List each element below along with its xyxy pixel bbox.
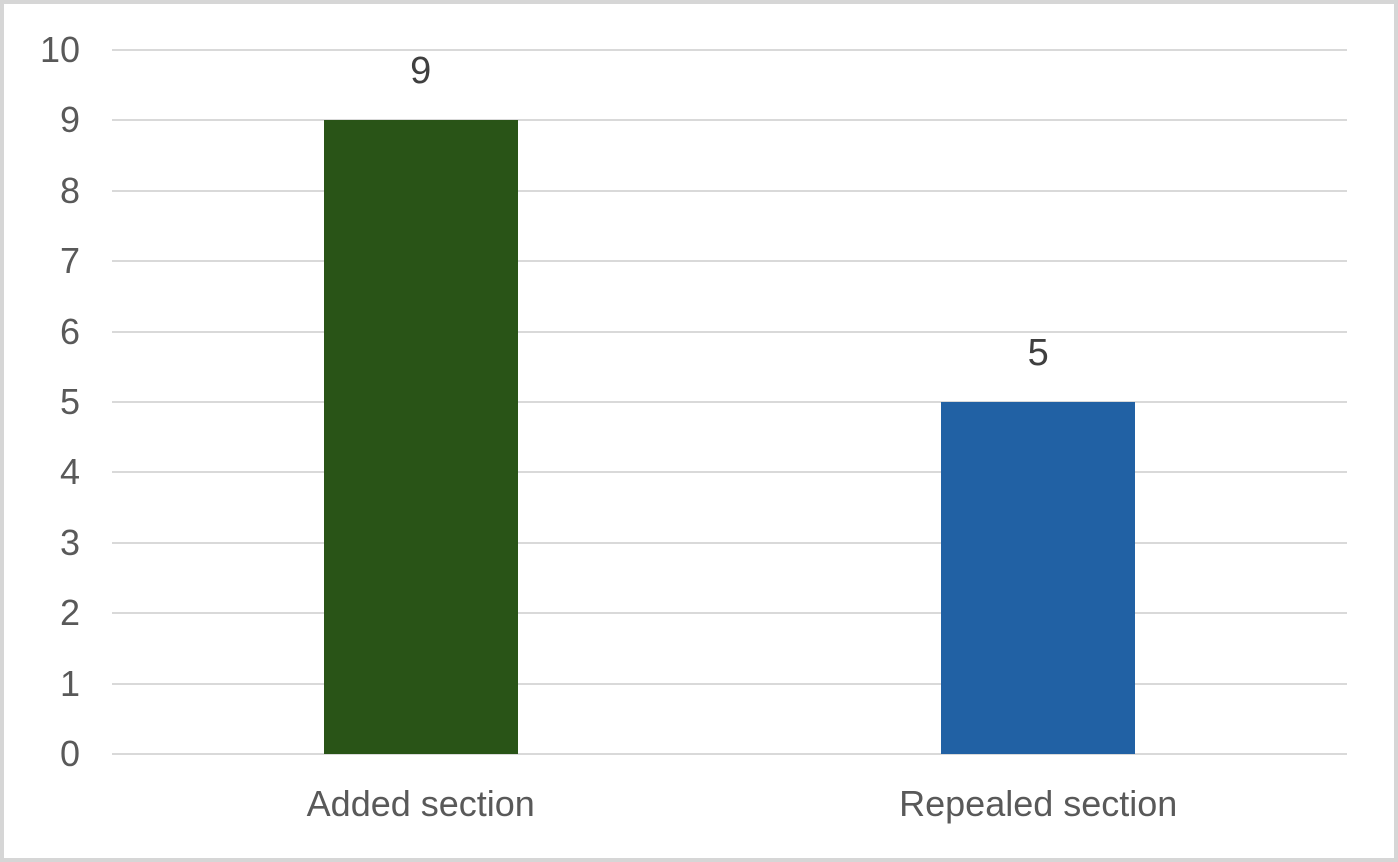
y-tick-label: 5	[59, 381, 80, 422]
gridline	[112, 189, 1347, 192]
y-tick-label: 10	[39, 29, 80, 70]
y-tick-label: 9	[59, 99, 80, 141]
data-label-repealed-section: 5	[1027, 332, 1049, 374]
category-label-repealed-section: Repealed section	[899, 783, 1178, 824]
y-tick-label: 4	[59, 451, 80, 493]
y-tick-label: 3	[59, 521, 80, 563]
y-tick-label: 2	[59, 592, 80, 634]
gridline	[112, 49, 1347, 51]
bar-added-section	[323, 120, 518, 754]
data-label-added-section: 9	[410, 50, 432, 93]
gridline	[112, 330, 1347, 333]
gridline	[112, 612, 1347, 615]
gridline	[112, 119, 1347, 122]
gridline	[112, 471, 1347, 474]
gridline	[112, 682, 1347, 685]
y-tick-label: 8	[59, 169, 80, 211]
gridline	[112, 260, 1347, 263]
x-axis-category-labels: Added section Repealed section	[112, 782, 1347, 842]
category-label-added-section: Added section	[306, 783, 535, 824]
y-tick-label: 0	[59, 733, 80, 774]
y-tick-label: 7	[59, 240, 80, 282]
bar-repealed-section	[941, 402, 1136, 754]
y-tick-label: 1	[59, 662, 80, 704]
gridline	[112, 541, 1347, 544]
gridline	[112, 401, 1347, 403]
gridline	[112, 753, 1347, 755]
y-tick-label: 6	[59, 310, 80, 352]
y-axis-tick-labels: 0 1 2 3 4 5 6 7 8 9 10	[4, 32, 80, 772]
